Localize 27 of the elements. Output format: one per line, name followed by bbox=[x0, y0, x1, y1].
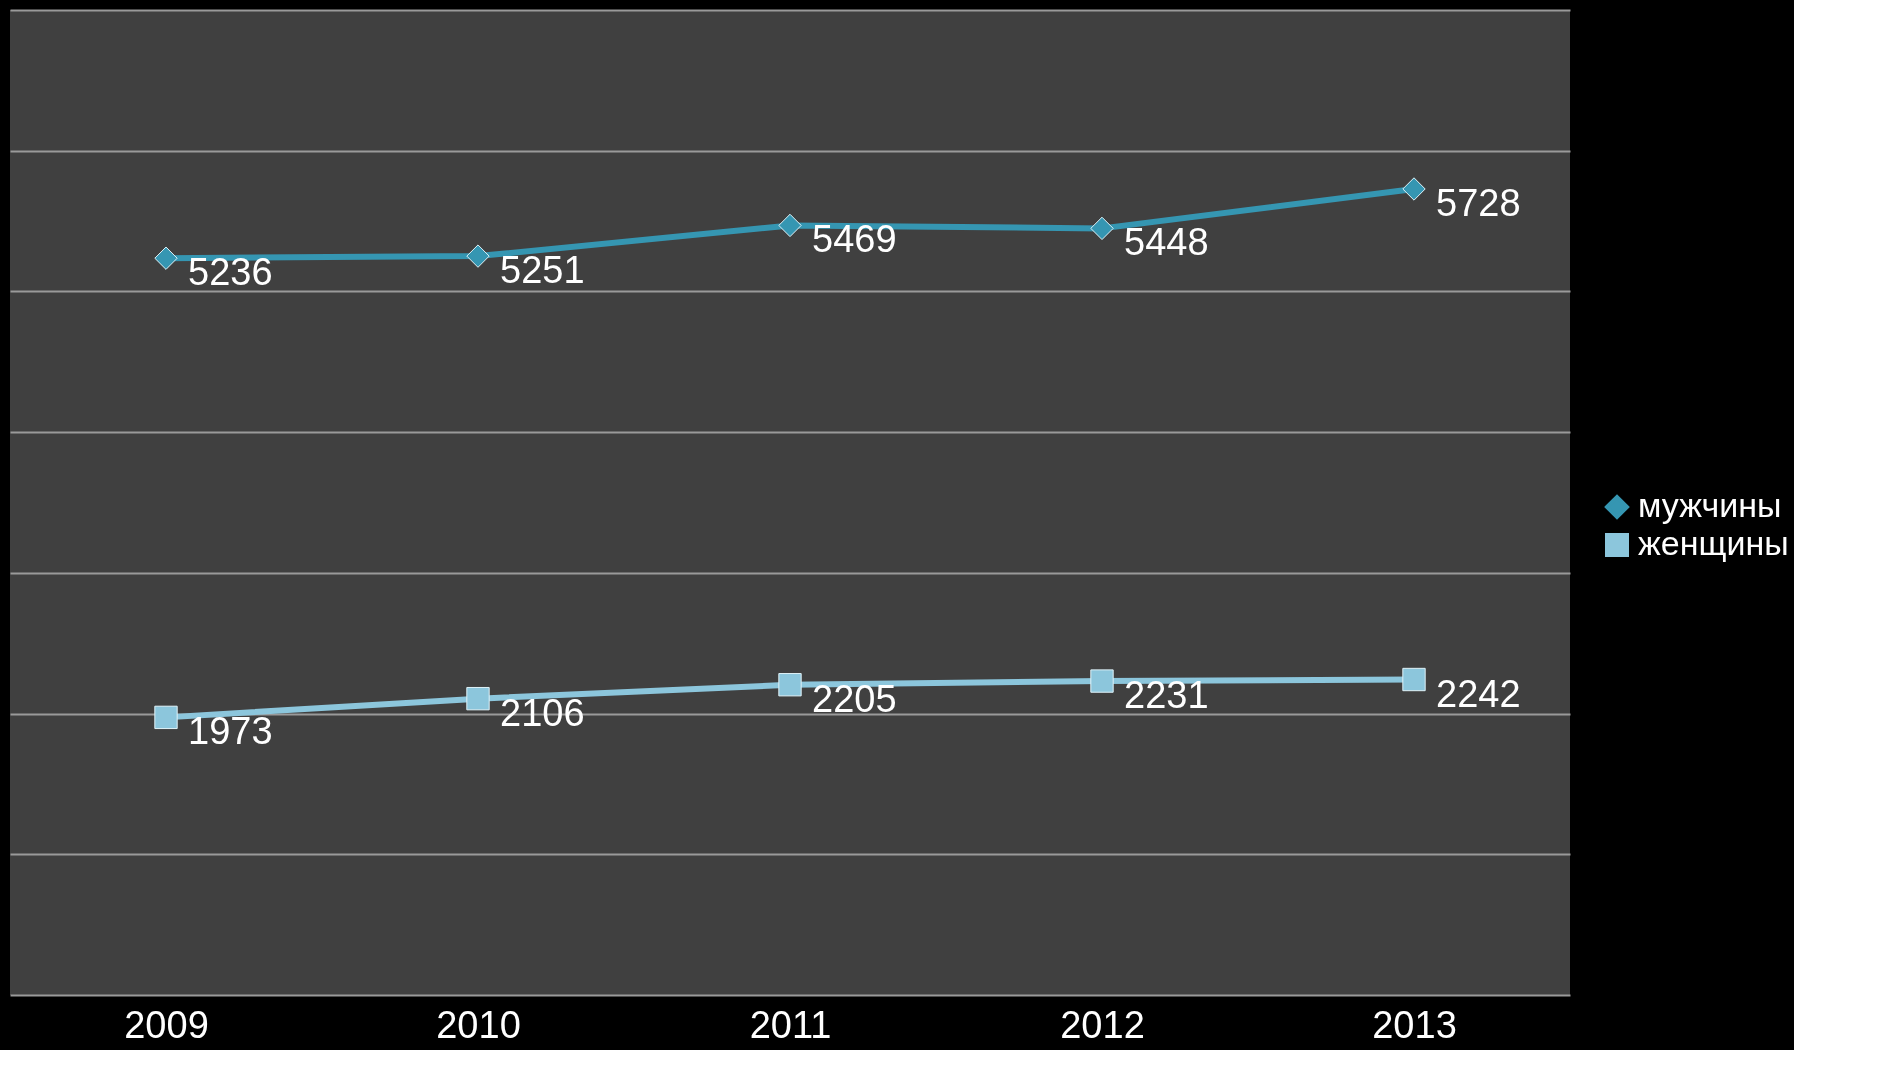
data-label: 5251 bbox=[500, 249, 585, 292]
point bbox=[1090, 216, 1114, 241]
data-label: 5448 bbox=[1124, 221, 1209, 264]
point bbox=[778, 213, 802, 238]
data-label: 2106 bbox=[500, 691, 585, 734]
data-label: 2242 bbox=[1436, 672, 1521, 715]
x-tick-label: 2012 bbox=[1060, 1003, 1145, 1046]
data-label: 5236 bbox=[188, 251, 273, 294]
point bbox=[154, 246, 178, 270]
data-label: 2205 bbox=[812, 677, 897, 720]
x-tick-label: 2013 bbox=[1372, 1003, 1457, 1046]
data-label: 2231 bbox=[1124, 674, 1209, 717]
data-label: 5728 bbox=[1436, 181, 1521, 224]
point bbox=[154, 705, 178, 730]
point bbox=[466, 244, 490, 268]
point bbox=[1402, 667, 1426, 692]
point bbox=[1090, 669, 1114, 693]
point bbox=[778, 673, 802, 697]
x-tick-label: 2011 bbox=[749, 1003, 832, 1046]
x-tick-label: 2010 bbox=[436, 1003, 521, 1046]
data-label: 1973 bbox=[188, 710, 273, 753]
legend-label: женщины bbox=[1638, 524, 1789, 562]
point bbox=[466, 686, 490, 711]
point bbox=[1402, 177, 1426, 201]
data-label: 5469 bbox=[812, 218, 897, 261]
legend-label: мужчины bbox=[1638, 486, 1782, 524]
x-tick-label: 2009 bbox=[124, 1003, 209, 1046]
